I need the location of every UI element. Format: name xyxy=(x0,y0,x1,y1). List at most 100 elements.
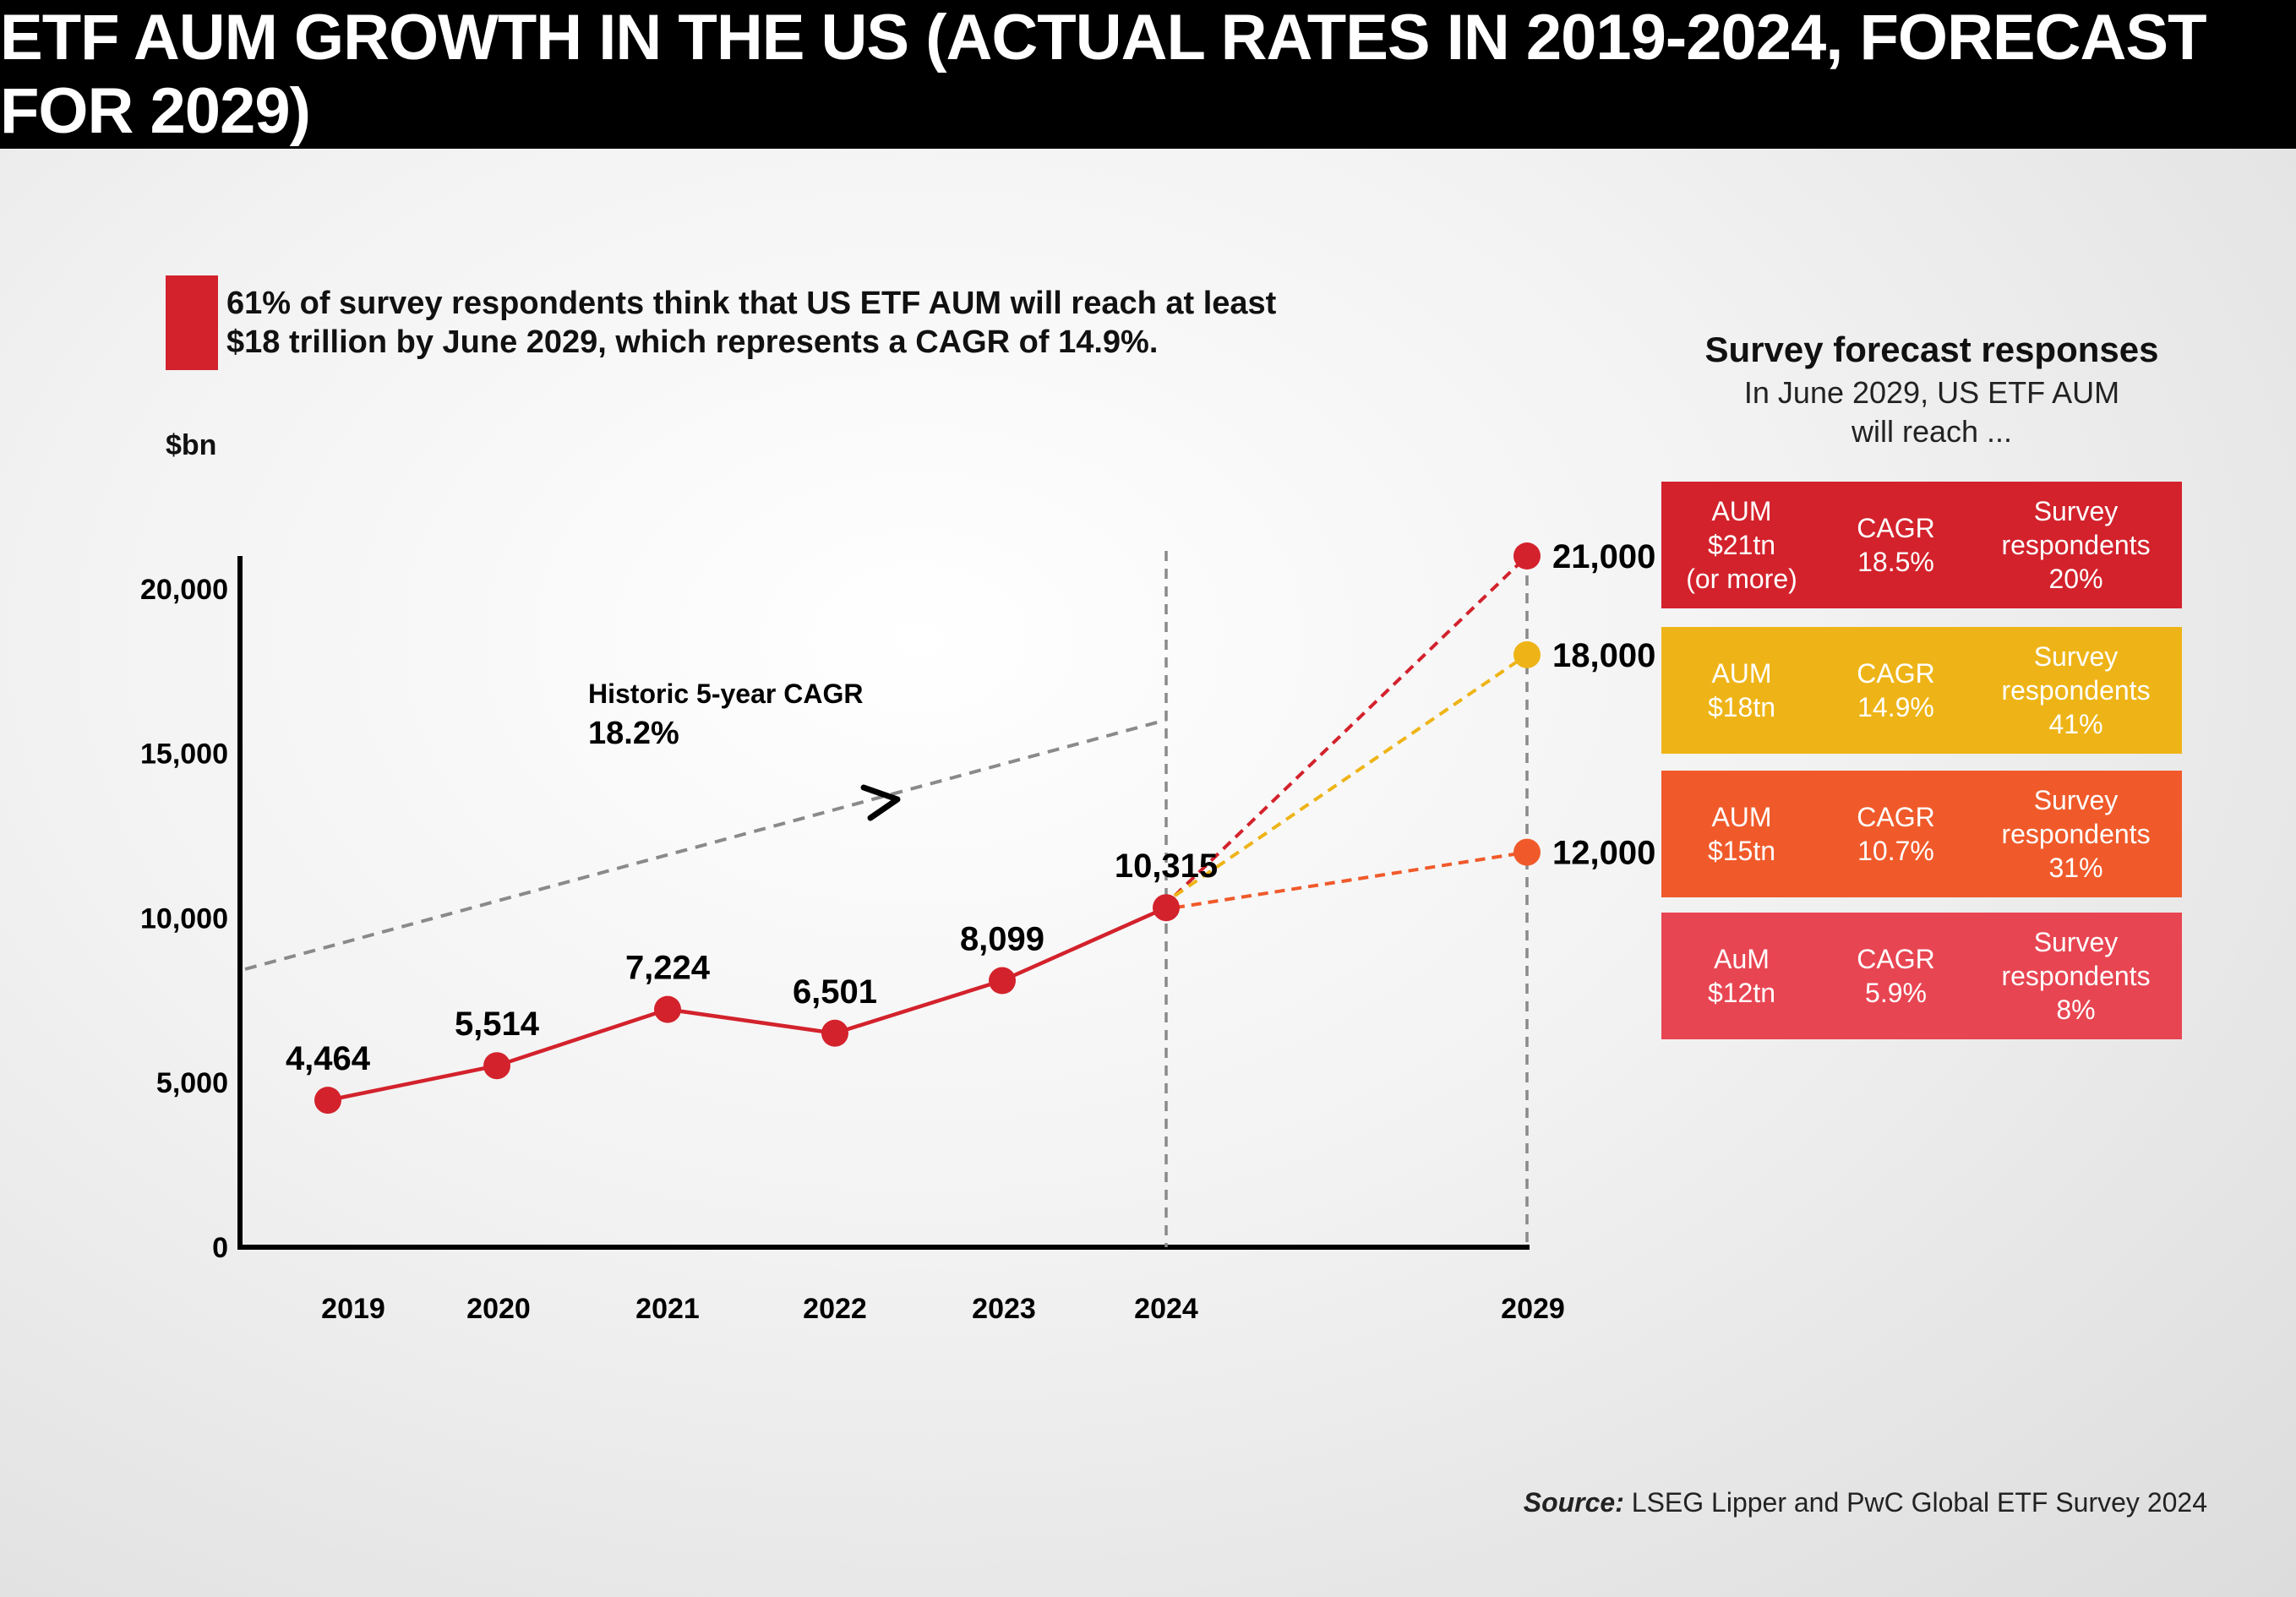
forecast-box: AUM $18tn CAGR 14.9% Survey respondents 41% xyxy=(1661,627,2182,754)
cagr-cell-text: CAGR 5.9% xyxy=(1857,942,1934,1010)
source-note: Source: LSEG Lipper and PwC Global ETF S… xyxy=(1504,1487,2207,1518)
forecast-box: AUM $15tn CAGR 10.7% Survey respondents 31% xyxy=(1661,771,2182,897)
aum-cell-line: $15tn xyxy=(1707,836,1776,866)
data-label: 7,224 xyxy=(625,950,711,987)
aum-cell: AUM $15tn xyxy=(1661,771,1822,897)
data-label: 8,099 xyxy=(960,921,1044,958)
aum-cell-line: AuM xyxy=(1714,944,1770,974)
survey-cell: Survey respondents 8% xyxy=(1970,913,2182,1039)
forecast-line xyxy=(1173,653,1529,897)
survey-cell-line: Survey xyxy=(2033,641,2119,672)
aum-cell-text: AUM $18tn xyxy=(1708,657,1775,724)
cagr-cell-line: 14.9% xyxy=(1857,692,1934,722)
trend-label: Historic 5-year CAGR xyxy=(588,679,863,709)
data-label: 4,464 xyxy=(286,1040,371,1077)
aum-cell-text: AUM $15tn xyxy=(1708,800,1775,868)
x-tick-label: 2022 xyxy=(803,1293,867,1325)
cagr-cell-line: CAGR xyxy=(1857,513,1935,543)
note-marker xyxy=(166,275,218,370)
aum-cell-line: AUM xyxy=(1711,658,1772,689)
cagr-cell-line: 5.9% xyxy=(1865,978,1927,1008)
cagr-cell: CAGR 10.7% xyxy=(1822,771,1970,897)
y-tick-label: 0 xyxy=(212,1232,228,1264)
aum-cell-line: $12tn xyxy=(1707,978,1776,1008)
forecast-point xyxy=(1513,542,1541,570)
forecast-box: AuM $12tn CAGR 5.9% Survey respondents 8% xyxy=(1661,913,2182,1039)
data-point xyxy=(989,967,1016,995)
survey-cell-line: respondents xyxy=(2001,961,2151,991)
cagr-cell-text: CAGR 10.7% xyxy=(1857,800,1934,868)
y-tick-label: 20,000 xyxy=(140,574,228,606)
forecast-box: AUM $21tn (or more) CAGR 18.5% Survey responde… xyxy=(1661,482,2182,608)
y-axis-unit: $bn xyxy=(166,429,217,461)
source-label: Source: xyxy=(1523,1487,1624,1518)
aum-cell-text: AuM $12tn xyxy=(1708,942,1775,1010)
survey-cell-line: respondents xyxy=(2001,819,2151,849)
survey-cell-line: Survey xyxy=(2033,785,2119,815)
cagr-cell-line: CAGR xyxy=(1857,802,1935,832)
cagr-cell: CAGR 18.5% xyxy=(1822,482,1970,608)
source-text: LSEG Lipper and PwC Global ETF Survey 20… xyxy=(1631,1487,2207,1518)
panel-subtitle-line1: In June 2029, US ETF AUM xyxy=(1743,375,2120,410)
survey-cell-line: respondents xyxy=(2001,675,2151,706)
trend-value: 18.2% xyxy=(588,716,679,751)
survey-cell-line: respondents xyxy=(2001,530,2151,560)
y-tick-label: 15,000 xyxy=(140,739,228,771)
x-tick-label: 2024 xyxy=(1134,1293,1198,1325)
survey-cell-text: Survey respondents 20% xyxy=(2001,494,2150,596)
aum-cell-line: AUM xyxy=(1711,802,1772,832)
chart-title: ETF AUM GROWTH IN THE US (ACTUAL RATES I… xyxy=(0,0,2296,149)
data-label: 5,514 xyxy=(455,1006,540,1043)
aum-cell-line: (or more) xyxy=(1686,564,1797,594)
forecast-point xyxy=(1513,838,1541,866)
data-label: 10,315 xyxy=(1115,848,1218,885)
cagr-cell-line: 10.7% xyxy=(1857,836,1934,866)
survey-cell-text: Survey respondents 8% xyxy=(2001,925,2150,1027)
survey-cell-line: 20% xyxy=(2048,564,2103,594)
panel-title: Survey forecast responses xyxy=(1704,330,2159,369)
survey-cell-line: 31% xyxy=(2048,853,2103,883)
data-point xyxy=(314,1087,341,1115)
aum-cell-line: $21tn xyxy=(1707,530,1776,560)
aum-cell: AUM $21tn (or more) xyxy=(1661,482,1822,608)
cagr-cell-line: 18.5% xyxy=(1857,547,1934,577)
data-label: 6,501 xyxy=(793,973,877,1011)
x-tick-label: 2023 xyxy=(972,1293,1036,1325)
survey-cell: Survey respondents 31% xyxy=(1970,771,2182,897)
aum-cell-line: $18tn xyxy=(1707,692,1776,722)
x-tick-label: 2021 xyxy=(635,1293,700,1325)
survey-cell: Survey respondents 41% xyxy=(1970,627,2182,754)
forecast-label: 21,000 xyxy=(1552,538,1655,575)
survey-cell: Survey respondents 20% xyxy=(1970,482,2182,608)
cagr-cell-text: CAGR 18.5% xyxy=(1857,511,1934,579)
survey-cell-text: Survey respondents 31% xyxy=(2001,783,2150,885)
aum-cell-text: AUM $21tn (or more) xyxy=(1686,494,1797,596)
x-tick-label: 2020 xyxy=(466,1293,531,1325)
data-point xyxy=(483,1052,510,1080)
forecast-line xyxy=(1173,554,1529,897)
cagr-cell-line: CAGR xyxy=(1857,944,1935,974)
data-point xyxy=(1153,894,1180,922)
cagr-cell-line: CAGR xyxy=(1857,658,1935,689)
survey-note: 61% of survey respondents think that US … xyxy=(226,286,1277,360)
aum-cell: AUM $18tn xyxy=(1661,627,1822,754)
survey-cell-line: Survey xyxy=(2033,496,2119,526)
cagr-cell-text: CAGR 14.9% xyxy=(1857,657,1934,724)
forecast-label: 12,000 xyxy=(1552,835,1655,872)
aum-cell-line: AUM xyxy=(1711,496,1772,526)
series-line xyxy=(327,906,1167,1103)
cagr-cell: CAGR 5.9% xyxy=(1822,913,1970,1039)
cagr-cell: CAGR 14.9% xyxy=(1822,627,1970,754)
x-tick-label: 2019 xyxy=(321,1293,385,1325)
y-tick-label: 10,000 xyxy=(140,902,228,935)
forecast-line xyxy=(1174,850,1528,910)
data-point xyxy=(821,1019,848,1047)
survey-cell-line: 41% xyxy=(2048,709,2103,739)
forecast-label: 18,000 xyxy=(1552,637,1655,674)
trend-arrow-icon xyxy=(860,784,901,821)
panel-subtitle-line2: will reach ... xyxy=(1851,414,2013,449)
data-point xyxy=(654,995,681,1023)
aum-cell: AuM $12tn xyxy=(1661,913,1822,1039)
panel-subtitle: In June 2029, US ETF AUM will reach ... xyxy=(1695,373,2168,451)
